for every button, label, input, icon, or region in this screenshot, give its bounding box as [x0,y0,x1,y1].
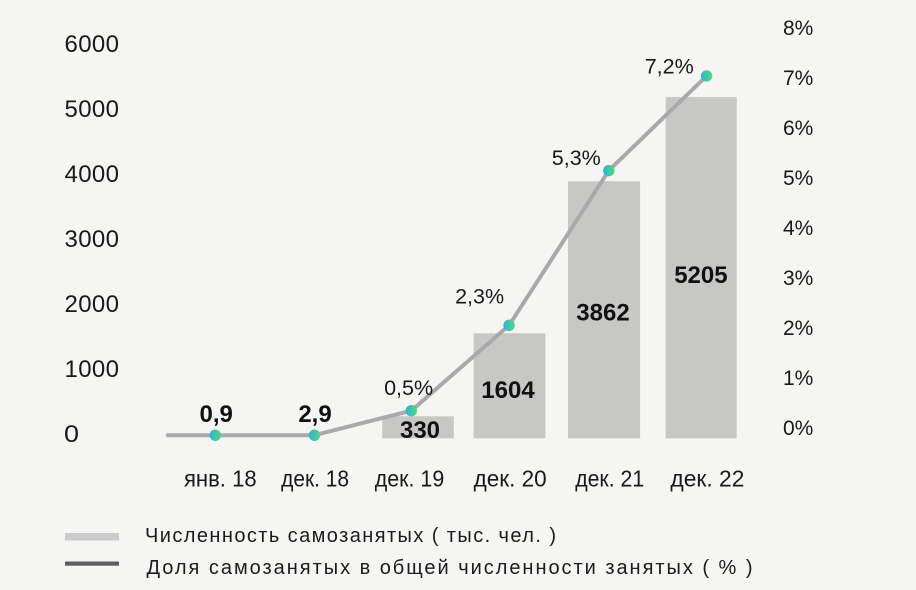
svg-text:5000: 5000 [65,96,120,123]
svg-text:7%: 7% [783,67,813,90]
svg-text:дек. 18: дек. 18 [281,466,349,492]
svg-text:3862: 3862 [576,299,629,326]
svg-text:6000: 6000 [65,31,120,58]
svg-text:5,3%: 5,3% [552,146,601,170]
svg-text:2,3%: 2,3% [455,285,504,309]
svg-text:дек. 20: дек. 20 [474,466,547,492]
svg-text:1000: 1000 [65,356,120,383]
svg-text:2,9: 2,9 [298,401,331,428]
svg-text:7,2%: 7,2% [645,55,694,79]
svg-text:1%: 1% [783,367,813,390]
svg-text:2%: 2% [783,317,813,340]
svg-text:Численность самозанятых ( тыс.: Численность самозанятых ( тыс. чел. ) [145,525,556,547]
svg-text:0: 0 [64,421,79,448]
svg-text:330: 330 [400,417,440,444]
svg-text:0%: 0% [783,417,813,440]
svg-text:4000: 4000 [65,161,120,188]
svg-text:3%: 3% [783,267,813,290]
svg-text:5%: 5% [783,167,813,190]
svg-text:0,5%: 0,5% [384,376,433,400]
svg-text:янв. 18: янв. 18 [184,466,257,492]
svg-text:дек. 21: дек. 21 [575,466,644,492]
svg-text:дек. 19: дек. 19 [375,466,445,492]
svg-text:8%: 8% [783,17,813,40]
svg-text:5205: 5205 [674,262,727,289]
svg-text:3000: 3000 [65,226,120,253]
svg-text:0,9: 0,9 [200,401,233,428]
svg-text:4%: 4% [783,217,813,240]
svg-text:6%: 6% [783,117,813,140]
svg-text:дек. 22: дек. 22 [670,466,744,492]
svg-text:1604: 1604 [481,377,535,404]
svg-text:2000: 2000 [65,291,120,318]
